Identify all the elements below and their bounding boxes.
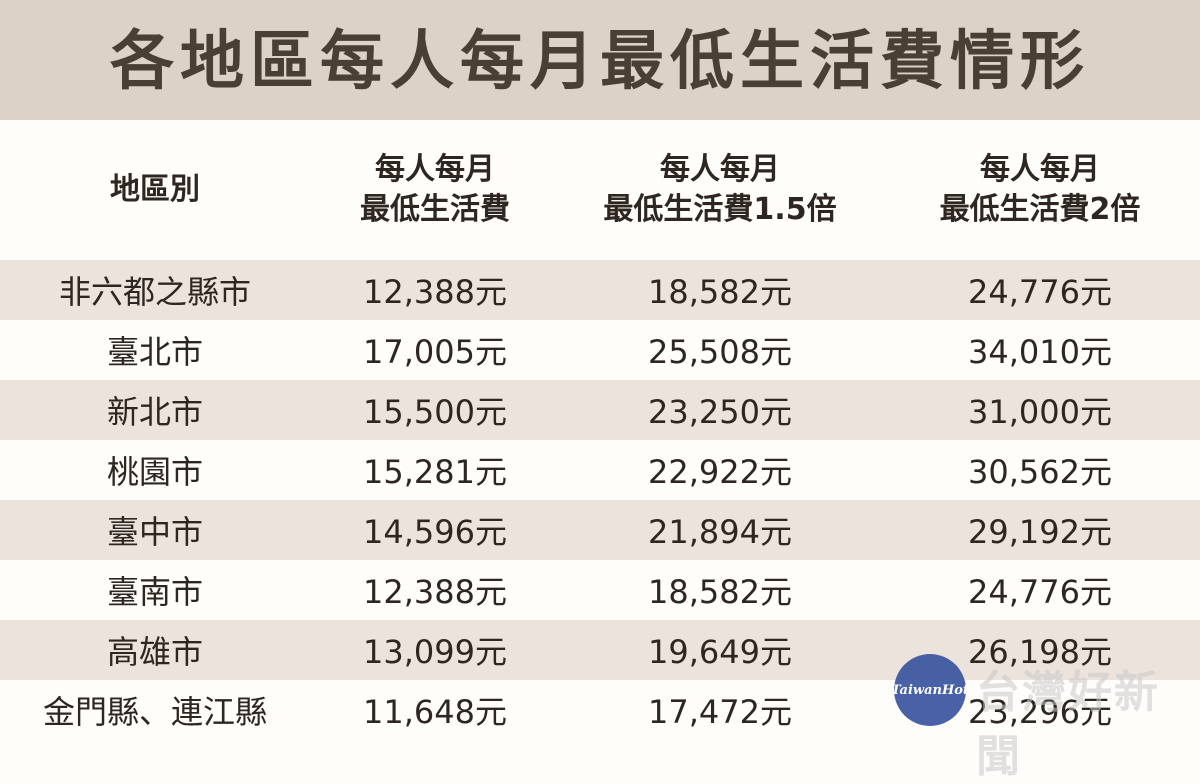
x2-cell: 23,296元 xyxy=(968,693,1112,731)
table-body: 非六都之縣市 12,388元 18,582元 24,776元 臺北市 17,00… xyxy=(0,260,1200,740)
base-cell: 12,388元 xyxy=(363,273,507,311)
header-x15: 每人每月 最低生活費1.5倍 xyxy=(560,120,880,260)
x15-cell: 17,472元 xyxy=(648,693,792,731)
header-base-line2: 最低生活費 xyxy=(360,192,510,227)
header-region-label: 地區別 xyxy=(110,172,200,207)
region-cell: 臺南市 xyxy=(106,573,203,611)
base-cell: 15,281元 xyxy=(363,453,507,491)
page-title: 各地區每人每月最低生活費情形 xyxy=(110,25,1090,99)
table-row: 金門縣、連江縣 11,648元 17,472元 23,296元 xyxy=(0,680,1200,740)
x15-cell: 18,582元 xyxy=(648,573,792,611)
header-base-line1: 每人每月 xyxy=(375,152,495,187)
x2-cell: 29,192元 xyxy=(968,513,1112,551)
x15-cell: 18,582元 xyxy=(648,273,792,311)
x2-cell: 31,000元 xyxy=(968,393,1112,431)
table-row: 非六都之縣市 12,388元 18,582元 24,776元 xyxy=(0,260,1200,320)
x15-cell: 19,649元 xyxy=(648,633,792,671)
base-cell: 14,596元 xyxy=(363,513,507,551)
base-cell: 12,388元 xyxy=(363,573,507,611)
header-x15-line2: 最低生活費1.5倍 xyxy=(603,192,837,227)
table-row: 臺中市 14,596元 21,894元 29,192元 xyxy=(0,500,1200,560)
header-base: 每人每月 最低生活費 xyxy=(310,120,560,260)
base-cell: 15,500元 xyxy=(363,393,507,431)
region-cell: 臺中市 xyxy=(106,513,203,551)
region-cell: 非六都之縣市 xyxy=(58,273,251,311)
title-bar: 各地區每人每月最低生活費情形 xyxy=(0,0,1200,120)
table-row: 臺南市 12,388元 18,582元 24,776元 xyxy=(0,560,1200,620)
x15-cell: 25,508元 xyxy=(648,333,792,371)
header-region: 地區別 xyxy=(0,120,310,260)
x2-cell: 26,198元 xyxy=(968,633,1112,671)
x2-cell: 24,776元 xyxy=(968,273,1112,311)
x15-cell: 23,250元 xyxy=(648,393,792,431)
base-cell: 11,648元 xyxy=(363,693,507,731)
header-x2-line1: 每人每月 xyxy=(980,152,1100,187)
region-cell: 金門縣、連江縣 xyxy=(42,693,267,731)
x15-cell: 22,922元 xyxy=(648,453,792,491)
x15-cell: 21,894元 xyxy=(648,513,792,551)
header-x15-line1: 每人每月 xyxy=(660,152,780,187)
base-cell: 17,005元 xyxy=(363,333,507,371)
header-x2: 每人每月 最低生活費2倍 xyxy=(880,120,1200,260)
region-cell: 新北市 xyxy=(106,393,203,431)
table-row: 新北市 15,500元 23,250元 31,000元 xyxy=(0,380,1200,440)
table-row: 高雄市 13,099元 19,649元 26,198元 xyxy=(0,620,1200,680)
region-cell: 桃園市 xyxy=(106,453,203,491)
table-row: 臺北市 17,005元 25,508元 34,010元 xyxy=(0,320,1200,380)
header-x2-line2: 最低生活費2倍 xyxy=(939,192,1141,227)
region-cell: 高雄市 xyxy=(106,633,203,671)
x2-cell: 30,562元 xyxy=(968,453,1112,491)
x2-cell: 34,010元 xyxy=(968,333,1112,371)
table-row: 桃園市 15,281元 22,922元 30,562元 xyxy=(0,440,1200,500)
base-cell: 13,099元 xyxy=(363,633,507,671)
region-cell: 臺北市 xyxy=(106,333,203,371)
x2-cell: 24,776元 xyxy=(968,573,1112,611)
table-header: 地區別 每人每月 最低生活費 每人每月 最低生活費1.5倍 每人每月 最低生活費… xyxy=(0,120,1200,260)
